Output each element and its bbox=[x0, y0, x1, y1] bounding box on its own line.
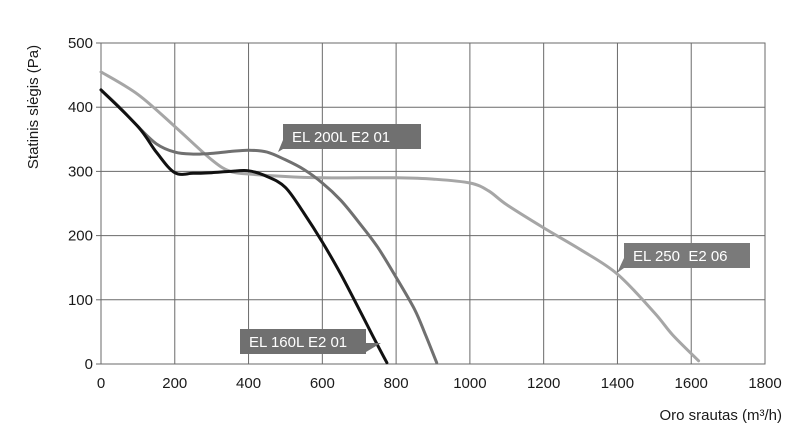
series-lines bbox=[99, 70, 701, 365]
series-label-text: EL 160L E2 01 bbox=[249, 334, 347, 351]
y-tick-label: 300 bbox=[68, 163, 93, 180]
x-axis-label: Oro srautas (m³/h) bbox=[659, 407, 782, 424]
series-label-text: EL 200L E2 01 bbox=[292, 129, 390, 146]
x-tick-label: 1600 bbox=[675, 375, 708, 392]
x-tick-label: 1000 bbox=[453, 375, 486, 392]
series-label-text: EL 250 E2 06 bbox=[633, 248, 728, 265]
x-tick-label: 200 bbox=[162, 375, 187, 392]
series-label-2: EL 200L E2 01 bbox=[278, 124, 421, 152]
series-line-1 bbox=[99, 88, 389, 365]
series-label-pointer bbox=[278, 140, 283, 152]
x-tick-label: 0 bbox=[97, 375, 105, 392]
series-line-2 bbox=[99, 88, 439, 365]
series-label-pointer bbox=[366, 343, 381, 352]
x-tick-label: 800 bbox=[384, 375, 409, 392]
x-tick-label: 400 bbox=[236, 375, 261, 392]
plot-frame bbox=[100, 42, 766, 365]
x-tick-label: 1200 bbox=[527, 375, 560, 392]
x-tick-label: 1800 bbox=[748, 375, 781, 392]
y-tick-label: 400 bbox=[68, 99, 93, 116]
series-label-1: EL 160L E2 01 bbox=[240, 329, 381, 354]
y-tick-label: 200 bbox=[68, 228, 93, 245]
y-tick-label: 0 bbox=[85, 356, 93, 373]
grid bbox=[96, 42, 766, 365]
series-label-3: EL 250 E2 06 bbox=[617, 243, 750, 273]
tick-labels: 0 200 400 600 800 1000 1200 1400 1600 1800 0 100 200… bbox=[68, 35, 782, 392]
y-tick-label: 500 bbox=[68, 35, 93, 52]
y-tick-label: 100 bbox=[68, 292, 93, 309]
series-line-3 bbox=[99, 70, 701, 363]
series-label-box bbox=[624, 243, 750, 268]
series-labels: EL 160L E2 01 EL 200L E2 01 EL 250 E2 06 bbox=[240, 124, 750, 354]
series-label-box bbox=[283, 124, 421, 149]
series-label-box bbox=[240, 329, 366, 354]
series-label-pointer bbox=[617, 258, 624, 273]
x-tick-label: 1400 bbox=[601, 375, 634, 392]
y-axis-label: Statinis slėgis (Pa) bbox=[25, 45, 42, 169]
x-tick-label: 600 bbox=[310, 375, 335, 392]
